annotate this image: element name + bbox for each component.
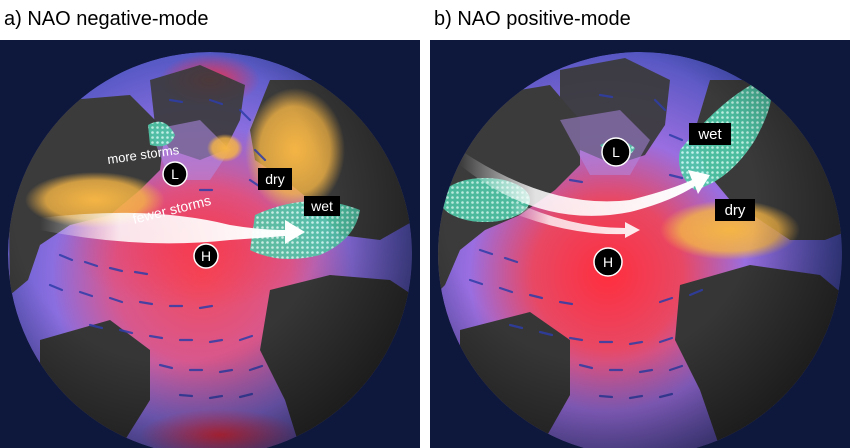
panel-nao-positive: b) NAO positive-mode: [430, 0, 850, 448]
wet-label: wet: [689, 123, 731, 145]
globe-illustration: more storms fewer storms L H dry wet: [0, 40, 420, 448]
high-pressure-marker: H: [593, 247, 623, 277]
svg-text:H: H: [201, 248, 211, 264]
panel-title: a) NAO negative-mode: [4, 8, 209, 30]
high-pressure-marker: H: [193, 243, 219, 269]
dry-label: dry: [715, 199, 755, 221]
svg-text:dry: dry: [725, 202, 746, 219]
svg-text:dry: dry: [265, 171, 284, 187]
svg-text:H: H: [603, 254, 613, 270]
svg-text:wet: wet: [697, 126, 722, 143]
low-pressure-marker: L: [162, 161, 188, 187]
svg-text:wet: wet: [310, 198, 333, 214]
svg-text:L: L: [612, 144, 620, 160]
svg-text:L: L: [171, 166, 179, 182]
globe-illustration: L H wet dry: [430, 40, 850, 448]
low-pressure-marker: L: [601, 137, 631, 167]
panel-title: b) NAO positive-mode: [434, 8, 631, 30]
dry-label: dry: [258, 168, 292, 190]
panel-nao-negative: a) NAO negative-mode: [0, 0, 420, 448]
wet-label: wet: [304, 196, 340, 216]
